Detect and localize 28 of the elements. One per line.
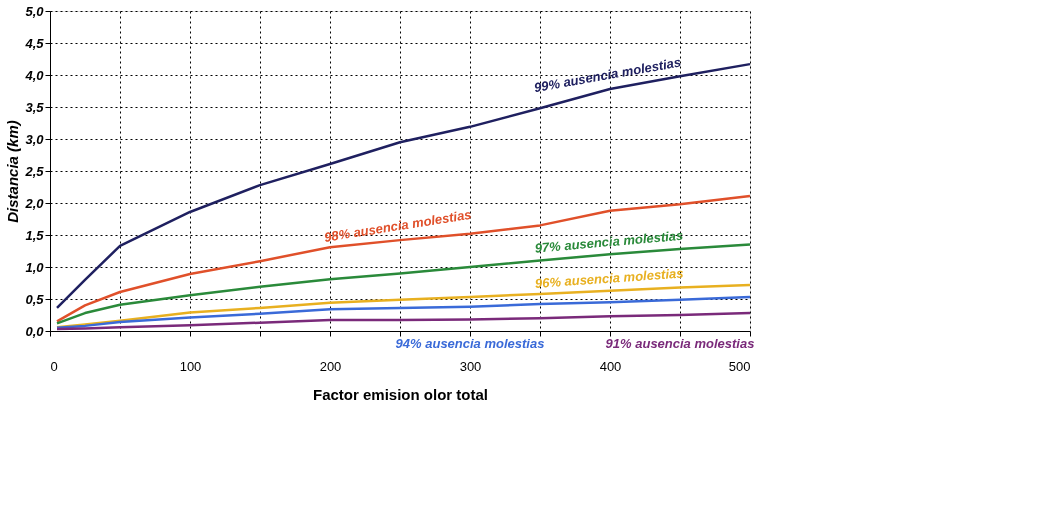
x-axis-title: Factor emision olor total <box>312 385 489 403</box>
x-tick-label: 500 <box>728 358 751 374</box>
series-label: 91% ausencia molestias <box>605 336 755 351</box>
x-tick-label: 200 <box>319 358 342 374</box>
line-series <box>55 194 752 323</box>
x-tick-label: 0 <box>50 358 58 374</box>
y-tick-label: 1,0 <box>25 259 45 275</box>
text: 99% ausencia molestias <box>532 54 683 96</box>
x-tick-label: 300 <box>459 358 482 374</box>
y-axis-title: Distancia (km) <box>4 120 22 223</box>
line-series <box>55 311 752 331</box>
y-tick-label: 3,0 <box>25 131 45 147</box>
series-label: 97% ausencia molestias <box>534 227 684 256</box>
x-tick-label: 100 <box>179 358 202 374</box>
line-series <box>55 295 752 330</box>
text: 94% ausencia molestias <box>395 336 545 351</box>
text: 98% ausencia molestias <box>323 206 473 245</box>
y-tick-label: 5,0 <box>25 3 45 19</box>
x-tick-label: 400 <box>599 358 622 374</box>
series-label: 96% ausencia molestias <box>534 265 684 291</box>
y-tick-label: 3,5 <box>25 99 45 115</box>
y-tick-label: 4,0 <box>24 67 45 83</box>
y-tick-label: 2,5 <box>24 163 45 179</box>
y-tick-label: 0,5 <box>25 291 45 307</box>
y-tick-label: 1,5 <box>25 227 45 243</box>
y-tick-label: 4,5 <box>24 35 45 51</box>
y-tick-label: 2,0 <box>24 195 45 211</box>
y-tick-label: 0,0 <box>25 323 45 339</box>
